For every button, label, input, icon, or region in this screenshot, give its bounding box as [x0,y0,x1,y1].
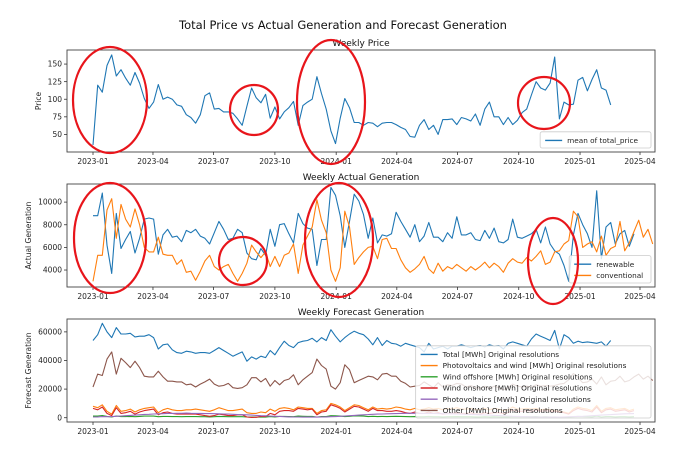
legend-box [539,131,652,149]
legend-box [568,255,652,284]
legend-label: conventional [596,271,643,280]
highlight-ellipse [303,181,375,299]
legend-label: Total [MWh] Original resolutions [442,350,560,359]
y-tick-label: 150 [48,60,63,69]
x-tick-label: 2025-04 [624,292,656,301]
y-tick-label: 10000 [38,198,62,207]
y-tick-label: 100 [48,95,63,104]
x-tick-label: 2025-01 [564,427,596,436]
highlight-ellipse [217,235,269,287]
actual-generation-panel: Weekly Actual Generation Actual Generatio… [24,173,656,301]
x-tick-label: 2024-07 [442,427,474,436]
legend: mean of total_price [539,131,652,149]
y-tick-label: 60000 [38,327,62,336]
y-tick-label: 0 [57,413,62,422]
x-tick-label: 2023-01 [77,427,109,436]
axes-frame [66,183,656,288]
legend-label: mean of total_price [567,136,638,145]
legend: Total [MWh] Original resolutions Photovol… [415,345,652,419]
legend-label: Photovoltaics and wind [MWh] Original re… [443,361,627,370]
y-axis-label: Forecast Generation [24,332,33,408]
x-tick-label: 2023-04 [137,292,169,301]
panel-title: Weekly Actual Generation [303,173,420,183]
x-tick-label: 2023-04 [137,157,169,166]
x-tick-label: 2024-01 [321,427,353,436]
axes-frame [66,318,656,423]
x-tick-label: 2023-04 [137,427,169,436]
x-tick-label: 2025-01 [564,157,596,166]
x-tick-label: 2023-01 [77,292,109,301]
y-tick-label: 50 [52,130,62,139]
legend-label: Wind offshore [MWh] Original resolutions [443,372,593,381]
x-tick-label: 2024-10 [503,427,535,436]
series-line-mean-of-total-price [92,54,612,146]
y-tick-label: 8000 [43,220,62,229]
x-tick-label: 2023-07 [198,292,230,301]
y-tick-label: 75 [52,112,62,121]
x-tick-label: 2023-10 [259,427,291,436]
x-tick-label: 2024-04 [381,157,413,166]
y-tick-label: 20000 [38,385,62,394]
legend-box [415,345,652,419]
legend-label: Wind onshore [MWh] Original resolutions [443,384,593,393]
highlight-ellipse [516,75,572,131]
x-tick-label: 2024-07 [442,292,474,301]
y-axis-label: Price [34,91,43,110]
y-tick-label: 40000 [38,356,62,365]
x-tick-label: 2024-07 [442,157,474,166]
red-highlight-annotations [71,38,580,306]
x-tick-label: 2024-04 [381,427,413,436]
legend-label: Other [MWh] Original resolutions [443,406,563,415]
y-tick-label: 4000 [43,266,62,275]
x-tick-label: 2024-04 [381,292,413,301]
x-tick-label: 2025-04 [624,157,656,166]
x-tick-label: 2023-07 [198,157,230,166]
legend-label: renewable [596,260,635,269]
y-tick-label: 6000 [43,243,62,252]
panel-title: Weekly Forecast Generation [298,308,425,318]
x-tick-label: 2024-10 [503,157,535,166]
series-group [92,54,612,146]
highlight-ellipse [72,181,148,295]
forecast-generation-panel: Weekly Forecast Generation Forecast Gener… [24,308,656,436]
highlight-ellipse [526,216,580,306]
legend: renewable conventional [568,255,652,284]
legend-label: Photovoltaics [MWh] Original resolutions [443,395,591,404]
y-axis-label: Actual Generation [24,201,33,269]
price-panel: Weekly Price Price 50 75 100 125 150 2023-01 202… [34,39,656,166]
x-tick-label: 2024-10 [503,292,535,301]
panel-title: Weekly Price [332,39,390,49]
figure-title: Total Price vs Actual Generation and For… [178,18,507,32]
x-tick-label: 2023-01 [77,157,109,166]
highlight-ellipse [295,38,367,166]
series-line-renewable [93,186,635,282]
x-tick-label: 2024-01 [321,157,353,166]
x-tick-label: 2025-01 [564,292,596,301]
y-tick-label: 125 [48,77,63,86]
x-tick-label: 2025-04 [624,427,656,436]
x-tick-label: 2023-10 [259,292,291,301]
highlight-ellipse [71,45,149,155]
axes-frame [66,49,656,153]
x-tick-label: 2023-07 [198,427,230,436]
x-tick-label: 2023-10 [259,157,291,166]
highlight-ellipse [228,83,280,137]
